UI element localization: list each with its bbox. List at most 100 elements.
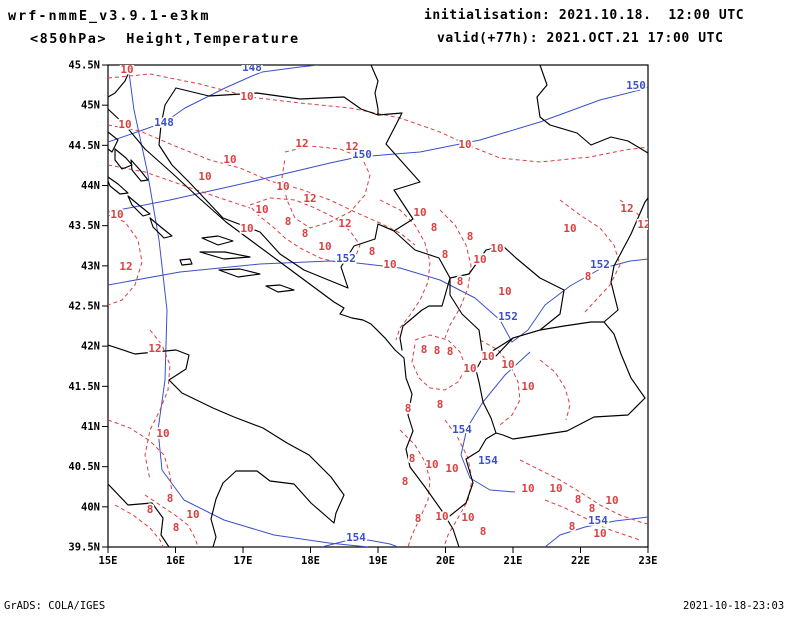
contour-value-label: 8 xyxy=(369,245,376,258)
x-tick-label: 20E xyxy=(436,555,455,567)
contour-value-label: 8 xyxy=(457,275,464,288)
temperature-contour xyxy=(559,199,621,313)
contour-value-label: 154 xyxy=(346,531,366,544)
coastline xyxy=(114,148,133,170)
y-tick-label: 43.5N xyxy=(68,220,100,232)
contour-value-label: 10 xyxy=(198,170,211,183)
y-tick-label: 44N xyxy=(81,180,100,192)
contour-value-label: 10 xyxy=(549,482,562,495)
coastline xyxy=(199,251,251,260)
coastline xyxy=(108,483,170,547)
contour-value-label: 10 xyxy=(318,240,331,253)
y-tick-label: 41N xyxy=(81,421,100,433)
temperature-contour xyxy=(539,359,571,421)
contour-value-label: 10 xyxy=(501,358,514,371)
contour-value-label: 8 xyxy=(589,502,596,515)
contour-value-label: 10 xyxy=(186,508,199,521)
contour-value-label: 8 xyxy=(405,402,412,415)
height-contour xyxy=(321,539,399,547)
coastline xyxy=(179,258,193,266)
contour-value-label: 150 xyxy=(352,148,372,161)
valid-time: valid(+77h): 2021.OCT.21 17:00 UTC xyxy=(437,31,724,46)
temperature-contour xyxy=(108,214,143,306)
x-tick-label: 21E xyxy=(504,555,523,567)
contour-value-label: 8 xyxy=(442,248,449,261)
contour-value-label: 12 xyxy=(303,192,316,205)
country-border xyxy=(445,432,497,520)
y-tick-label: 39.5N xyxy=(68,542,100,554)
height-contour xyxy=(127,65,369,547)
contour-value-label: 154 xyxy=(588,514,608,527)
temperature-contour xyxy=(544,499,641,541)
field-title: <850hPa> Height,Temperature xyxy=(30,31,300,47)
temperature-contour xyxy=(144,329,171,481)
contour-value-label: 10 xyxy=(156,427,169,440)
temperature-contour xyxy=(479,339,521,426)
contour-value-label: 12 xyxy=(620,202,633,215)
contour-value-label: 8 xyxy=(415,512,422,525)
temperature-contour xyxy=(443,419,473,547)
contour-value-label: 8 xyxy=(585,270,592,283)
y-tick-label: 42N xyxy=(81,341,100,353)
contour-value-label: 152 xyxy=(498,310,518,323)
contour-value-label: 8 xyxy=(431,221,438,234)
temperature-contours xyxy=(108,73,648,547)
contour-value-label: 8 xyxy=(447,345,454,358)
contour-value-label: 10 xyxy=(223,153,236,166)
contour-value-label: 10 xyxy=(445,462,458,475)
height-contour xyxy=(108,65,319,143)
coastline xyxy=(108,344,345,547)
temperature-contour xyxy=(108,124,416,246)
contour-value-label: 8 xyxy=(421,343,428,356)
x-tick-label: 17E xyxy=(234,555,253,567)
contour-value-label: 10 xyxy=(435,510,448,523)
temperature-contour xyxy=(108,164,251,209)
grads-credit: GrADS: COLA/IGES xyxy=(4,600,106,612)
country-border xyxy=(158,87,421,289)
contour-value-label: 148 xyxy=(154,116,174,129)
contour-value-label: 10 xyxy=(255,203,268,216)
contour-value-label: 10 xyxy=(383,258,396,271)
temperature-contour xyxy=(379,199,431,341)
contour-value-label: 12 xyxy=(338,217,351,230)
y-tick-label: 43N xyxy=(81,260,100,272)
height-contour xyxy=(108,258,648,343)
y-tick-label: 42.5N xyxy=(68,301,100,313)
temperature-contour xyxy=(519,459,648,525)
contour-value-label: 10 xyxy=(120,63,133,76)
coastline xyxy=(130,159,149,182)
x-tick-label: 19E xyxy=(369,555,388,567)
temperature-contour xyxy=(108,419,173,496)
contour-value-label: 10 xyxy=(473,253,486,266)
contour-value-label: 10 xyxy=(605,494,618,507)
contour-value-label: 12 xyxy=(637,218,650,231)
contour-value-label: 8 xyxy=(467,230,474,243)
y-tick-label: 41.5N xyxy=(68,381,100,393)
plot-timestamp: 2021-10-18-23:03 xyxy=(683,600,785,612)
contour-value-label: 154 xyxy=(452,423,472,436)
contour-value-label: 10 xyxy=(461,511,474,524)
coastline xyxy=(265,284,295,293)
contour-value-label: 154 xyxy=(478,454,498,467)
country-border xyxy=(108,65,133,98)
y-tick-label: 40.5N xyxy=(68,461,100,473)
contour-value-label: 10 xyxy=(240,222,253,235)
plot-frame xyxy=(107,64,649,548)
country-border xyxy=(603,197,648,323)
init-time: initialisation: 2021.10.18. 12:00 UTC xyxy=(424,8,745,23)
contour-value-label: 8 xyxy=(173,521,180,534)
contour-value-label: 12 xyxy=(345,140,358,153)
contour-value-label: 152 xyxy=(590,258,610,271)
y-tick-label: 45.5N xyxy=(68,60,100,72)
coastlines-and-borders xyxy=(108,65,648,547)
contour-value-label: 10 xyxy=(110,208,123,221)
y-tick-label: 44.5N xyxy=(68,140,100,152)
coastline xyxy=(149,217,173,239)
contour-value-label: 10 xyxy=(240,90,253,103)
contour-value-label: 10 xyxy=(458,138,471,151)
temperature-contour xyxy=(281,145,371,229)
temperature-contour xyxy=(619,199,648,231)
contour-value-label: 12 xyxy=(295,137,308,150)
